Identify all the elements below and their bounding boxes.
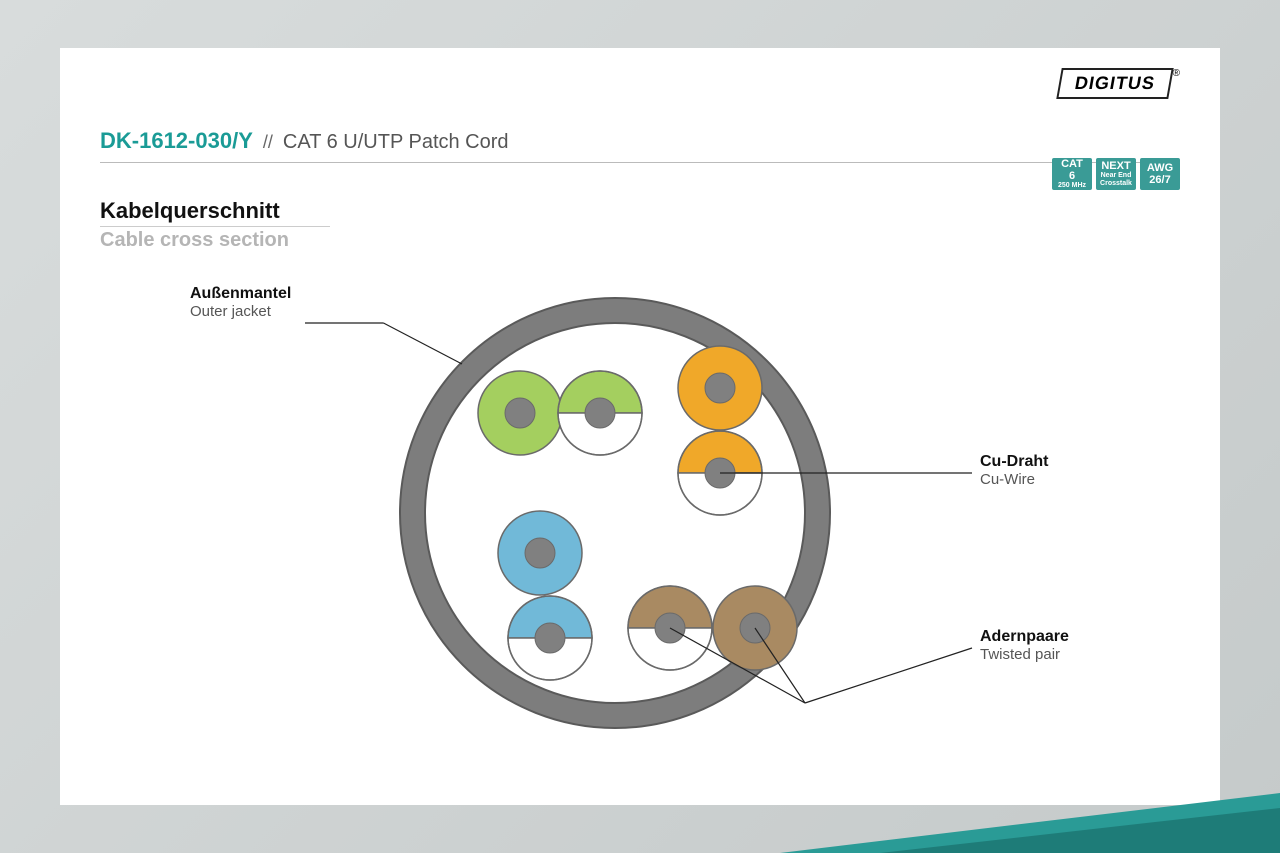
- callout-pair: Adernpaare Twisted pair: [980, 628, 1069, 663]
- section-title-de: Kabelquerschnitt: [100, 198, 330, 227]
- product-header: DK-1612-030/Y // CAT 6 U/UTP Patch Cord: [100, 128, 1180, 163]
- product-separator: //: [263, 132, 273, 153]
- product-description: CAT 6 U/UTP Patch Cord: [283, 131, 509, 154]
- datasheet-page: DIGITUS® DK-1612-030/Y // CAT 6 U/UTP Pa…: [60, 48, 1220, 805]
- callout-wire: Cu-Draht Cu-Wire: [980, 453, 1048, 488]
- badge-next: NEXT Near End Crosstalk: [1096, 158, 1136, 190]
- badge-cat6: CAT 6 250 MHz: [1052, 158, 1092, 190]
- spec-badges: CAT 6 250 MHz NEXT Near End Crosstalk AW…: [1052, 158, 1180, 190]
- logo-text: DIGITUS: [1056, 68, 1173, 99]
- brand-logo: DIGITUS®: [1059, 68, 1180, 99]
- decor-triangle-2: [880, 808, 1280, 853]
- callout-jacket: Außenmantel Outer jacket: [190, 285, 291, 320]
- product-code: DK-1612-030/Y: [100, 128, 253, 154]
- badge-awg: AWG 26/7: [1140, 158, 1180, 190]
- registered-icon: ®: [1173, 68, 1180, 79]
- cable-cross-section-diagram: Außenmantel Outer jacket Cu-Draht Cu-Wir…: [60, 233, 1220, 793]
